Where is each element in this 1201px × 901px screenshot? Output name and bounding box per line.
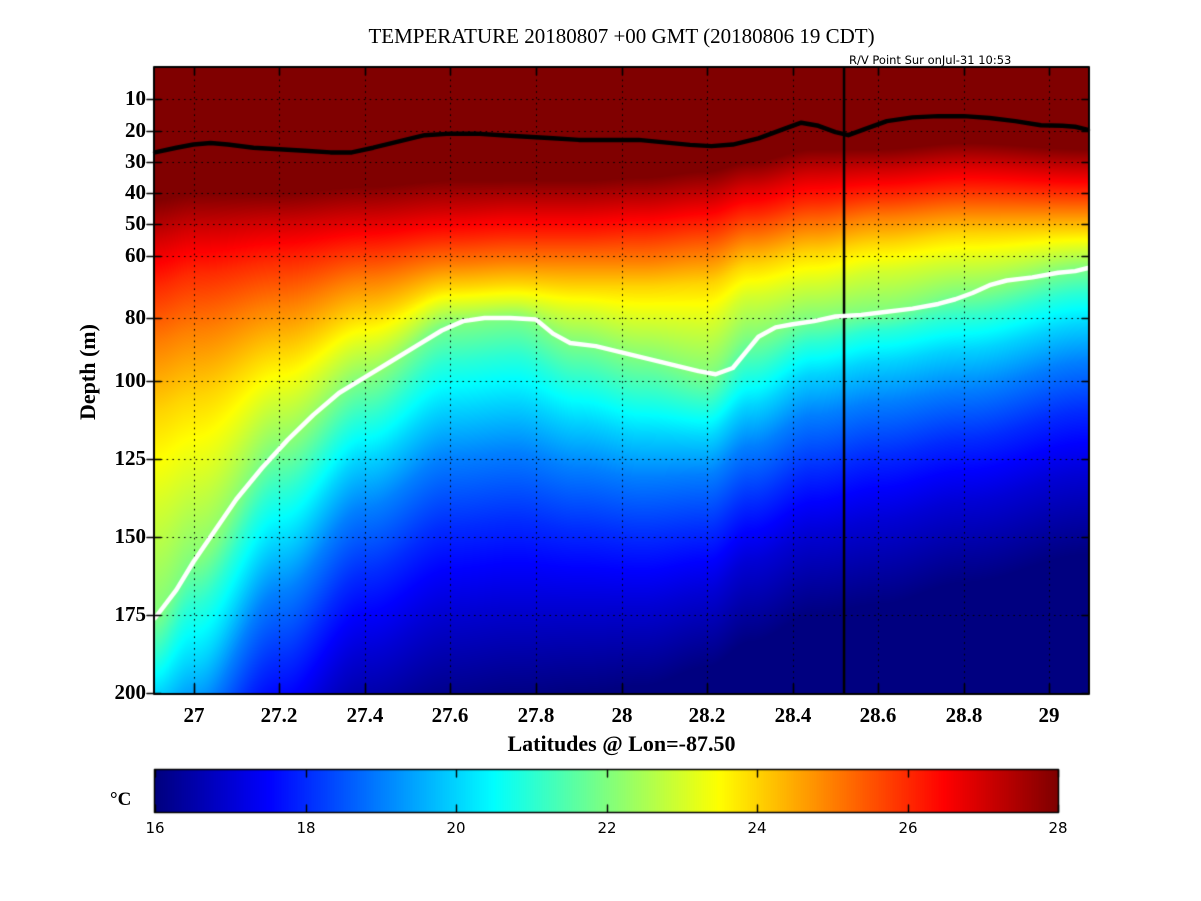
x-tick-label: 28.2 xyxy=(688,703,726,727)
x-tick-label: 27.8 xyxy=(517,703,555,727)
y-tick-label: 60 xyxy=(125,243,146,267)
x-tick-label: 29 xyxy=(1038,703,1060,727)
x-tick-label: 27 xyxy=(183,703,205,727)
y-tick-label: 150 xyxy=(114,524,147,548)
colorbar-tick-label: 26 xyxy=(898,819,918,837)
x-tick-label: 27.6 xyxy=(431,703,469,727)
y-tick-label: 80 xyxy=(125,305,146,329)
y-tick-label: 200 xyxy=(114,680,147,704)
chart-title: TEMPERATURE 20180807 +00 GMT (20180806 1… xyxy=(368,24,875,48)
colorbar-unit-label: °C xyxy=(110,789,132,810)
x-tick-label: 27.4 xyxy=(346,703,384,727)
colorbar-tick-label: 20 xyxy=(446,819,466,837)
x-tick-label: 28 xyxy=(611,703,633,727)
colorbar-tick-label: 28 xyxy=(1048,819,1068,837)
y-tick-label: 10 xyxy=(125,86,146,110)
x-tick-label: 28.6 xyxy=(859,703,897,727)
y-tick-label: 125 xyxy=(114,446,147,470)
x-tick-label: 28.8 xyxy=(945,703,983,727)
x-tick-label: 27.2 xyxy=(260,703,298,727)
x-tick-label: 28.4 xyxy=(774,703,812,727)
y-tick-label: 100 xyxy=(114,368,147,392)
colorbar-tick-label: 18 xyxy=(296,819,316,837)
y-tick-label: 20 xyxy=(125,118,146,142)
colorbar-tick-label: 22 xyxy=(597,819,617,837)
vessel-annotation: R/V Point Sur onJul-31 10:53 xyxy=(849,53,1012,67)
colorbar-tick-label: 24 xyxy=(747,819,767,837)
x-axis-label: Latitudes @ Lon=-87.50 xyxy=(507,731,736,756)
y-tick-label: 175 xyxy=(114,602,147,626)
y-tick-label: 30 xyxy=(125,149,146,173)
y-tick-label: 50 xyxy=(125,211,146,235)
colorbar-tick-label: 16 xyxy=(145,819,165,837)
y-tick-label: 40 xyxy=(125,180,146,204)
